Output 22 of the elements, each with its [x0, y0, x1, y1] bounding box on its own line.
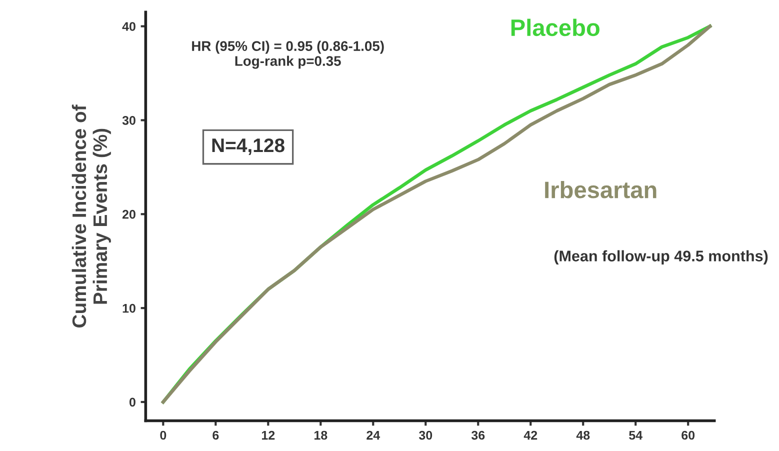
x-tick-label: 30 — [418, 430, 432, 440]
x-tick-label: 0 — [160, 430, 166, 440]
x-tick-label: 36 — [471, 430, 485, 440]
y-axis-title: Cumulative Incidence of Primary Events (%) — [72, 104, 111, 328]
x-tick-label: 54 — [629, 430, 642, 440]
annotation: HR (95% CI) = 0.95 (0.86-1.05) Log-rank p=0.35 — [192, 40, 384, 69]
text: Irbesartan — [545, 180, 656, 198]
y-tick-label: 10 — [122, 304, 136, 313]
x-tick-label: 24 — [366, 430, 380, 440]
y-tick-label: 40 — [122, 22, 136, 31]
x-tick-label: 18 — [314, 430, 328, 440]
x-tick-label: 60 — [682, 430, 695, 440]
y-tick-label: 0 — [129, 398, 136, 407]
x-tick-label: 12 — [262, 430, 275, 440]
x-tick-label: 6 — [212, 430, 219, 440]
series-label: Placebo — [511, 18, 600, 36]
annotation: (Mean follow-up 49.5 months) — [554, 250, 768, 264]
x-tick-label: 48 — [576, 430, 590, 440]
annotation: N=4,128 — [212, 138, 284, 156]
y-tick-label: 20 — [122, 210, 136, 219]
x-tick-label: 42 — [524, 430, 538, 440]
y-tick-label: 30 — [122, 116, 136, 125]
